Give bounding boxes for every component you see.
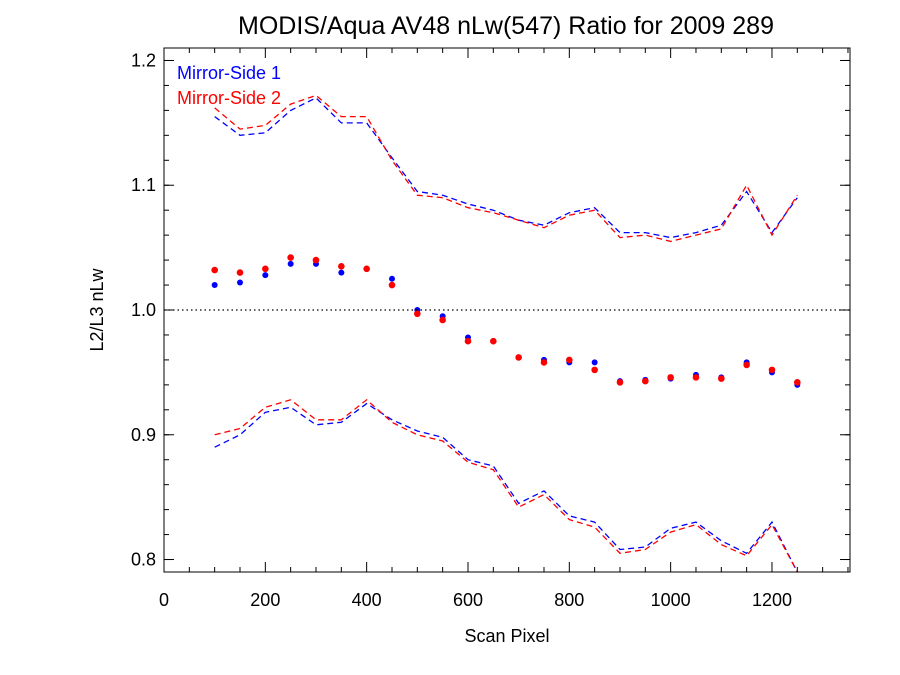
series-mirror-side-2-upper-bound-line <box>214 94 798 243</box>
series-mirror-side-2-point <box>667 374 674 381</box>
series-mirror-side-2-point <box>287 254 294 261</box>
series-mirror-side-1-point <box>388 275 395 282</box>
series-mirror-side-1-upper-bound-line <box>214 97 798 239</box>
series-mirror-side-2-lower-bound-line <box>214 398 798 572</box>
x-tick-label: 1000 <box>651 590 691 610</box>
series-mirror-side-2-point <box>566 356 573 364</box>
series-mirror-side-1-point <box>211 282 218 289</box>
y-tick-label: 0.9 <box>131 425 156 445</box>
x-axis-label: Scan Pixel <box>464 626 549 646</box>
x-tick-label: 200 <box>250 590 280 610</box>
series-mirror-side-2-point <box>515 354 522 361</box>
series-mirror-side-2-point <box>642 377 649 385</box>
series-mirror-side-2-point <box>743 361 750 369</box>
series-mirror-side-2-point <box>363 265 370 273</box>
series-mirror-side-2-point <box>794 379 801 386</box>
x-tick-label: 1200 <box>752 590 792 610</box>
series-mirror-side-2-point <box>540 359 548 366</box>
series-mirror-side-2-point <box>211 266 218 274</box>
series-mirror-side-2-point <box>262 265 269 273</box>
series-mirror-side-1-point <box>287 260 294 267</box>
x-tick-label: 0 <box>159 590 169 610</box>
series-mirror-side-2-point <box>439 316 446 324</box>
series-mirror-side-1-point <box>338 269 345 276</box>
y-tick-label: 0.8 <box>131 550 156 570</box>
series-mirror-side-2-point <box>718 375 725 382</box>
x-tick-label: 600 <box>453 590 483 610</box>
series-mirror-side-2-point <box>338 263 345 270</box>
legend-item-mirror-side-1: Mirror-Side 1 <box>177 63 281 83</box>
x-tick-label: 800 <box>554 590 584 610</box>
legend-item-mirror-side-2: Mirror-Side 2 <box>177 88 281 108</box>
series-mirror-side-2-point <box>414 310 421 318</box>
series-mirror-side-2-point <box>236 269 244 276</box>
series-mirror-side-2-point <box>388 281 396 289</box>
series-mirror-side-1-lower-bound-line <box>214 402 798 572</box>
chart-title: MODIS/Aqua AV48 nLw(547) Ratio for 2009 … <box>238 12 774 40</box>
series-mirror-side-2-point <box>490 337 497 345</box>
y-tick-label: 1.1 <box>131 175 156 195</box>
series-mirror-side-2-point <box>768 366 776 374</box>
series-mirror-side-2-point <box>464 337 472 345</box>
series-mirror-side-2-point <box>312 256 320 264</box>
series-mirror-side-1-point <box>262 272 269 279</box>
series-mirror-side-1-point <box>236 279 243 286</box>
y-tick-label: 1.2 <box>131 50 156 70</box>
series-mirror-side-2-point <box>692 374 700 381</box>
series-mirror-side-1-point <box>591 359 598 366</box>
series-mirror-side-2-point <box>591 366 598 374</box>
y-axis-label: L2/L3 nLw <box>87 267 107 351</box>
series-mirror-side-2-point <box>616 379 624 386</box>
y-tick-label: 1.0 <box>131 300 156 320</box>
x-tick-label: 400 <box>352 590 382 610</box>
